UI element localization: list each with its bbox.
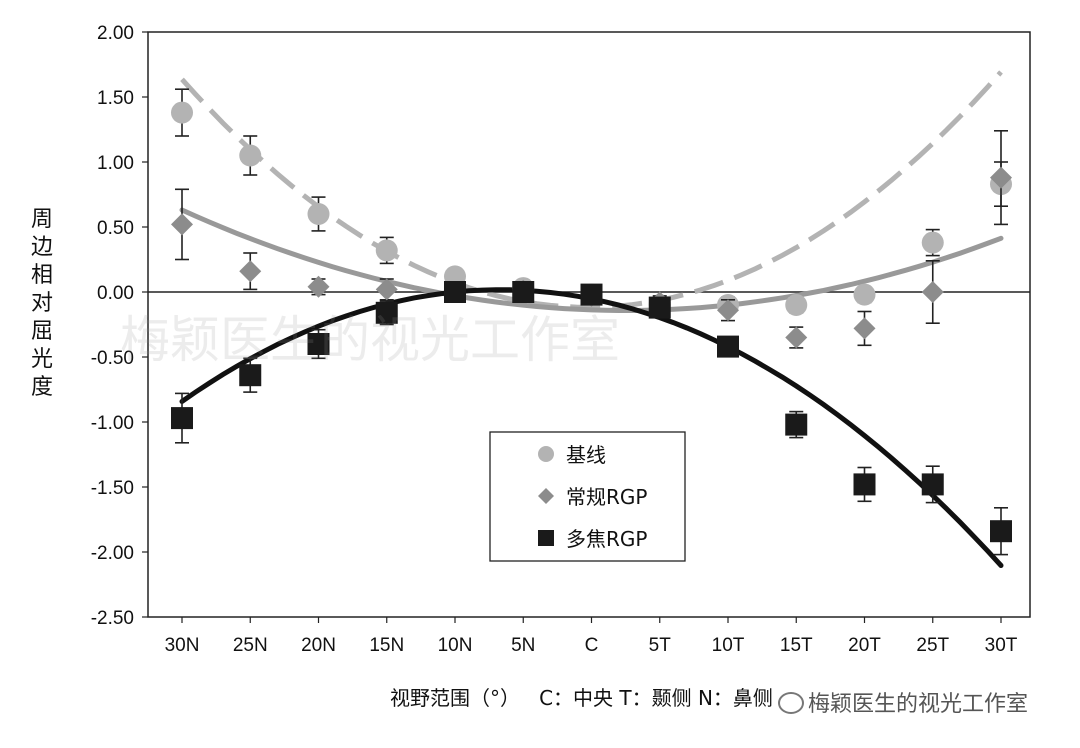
point-multifocal-rgp: [717, 335, 739, 358]
legend-marker: [538, 530, 554, 546]
x-tick-label: 15T: [780, 635, 813, 656]
point-regular-rgp: [785, 326, 808, 349]
legend-marker: [538, 488, 554, 504]
point-baseline: [921, 231, 944, 254]
x-tick-label: 10N: [438, 635, 473, 656]
watermark-corner: 梅颖医生的视光工作室: [778, 686, 1029, 718]
point-regular-rgp: [239, 260, 262, 283]
point-regular-rgp: [307, 275, 330, 298]
y-tick-label: -1.50: [91, 478, 134, 499]
point-multifocal-rgp: [785, 413, 808, 436]
x-tick-label: 5N: [511, 635, 535, 656]
point-baseline: [307, 203, 330, 225]
point-multifocal-rgp: [853, 473, 876, 496]
x-tick-label: 30N: [165, 635, 200, 656]
point-baseline: [785, 294, 808, 316]
point-multifocal-rgp: [375, 301, 398, 324]
point-multifocal-rgp: [990, 520, 1012, 543]
point-regular-rgp: [375, 278, 398, 301]
point-multifocal-rgp: [580, 283, 603, 306]
watermark-center: 梅颖医生的视光工作室: [120, 311, 620, 369]
x-tick-label: 25T: [916, 635, 949, 656]
point-multifocal-rgp: [444, 281, 466, 303]
legend-label: 常规RGP: [566, 485, 647, 509]
point-baseline: [853, 283, 876, 306]
y-axis-label: 周边相对屈光度: [30, 207, 53, 400]
point-regular-rgp: [853, 317, 876, 340]
watermark-corner-text: 梅颖医生的视光工作室: [808, 692, 1029, 717]
point-multifocal-rgp: [648, 296, 671, 319]
y-tick-label: -2.50: [91, 608, 134, 629]
y-tick-label: 2.00: [97, 23, 134, 44]
point-regular-rgp: [717, 299, 739, 322]
legend-marker: [538, 446, 554, 462]
fit-curve-regular-rgp: [179, 207, 1004, 313]
x-tick-label: 30T: [985, 635, 1018, 656]
y-tick-label: -0.50: [91, 348, 134, 369]
point-baseline: [239, 144, 262, 167]
x-tick-label: 20N: [301, 635, 336, 656]
legend-label: 多焦RGP: [566, 527, 647, 551]
x-tick-label: 20T: [848, 635, 881, 656]
legend-box: [489, 431, 686, 562]
wechat-icon: [778, 692, 804, 714]
point-multifocal-rgp: [239, 364, 262, 387]
legend-label: 基线: [566, 443, 606, 467]
x-tick-label: 25N: [233, 635, 268, 656]
x-tick-label: 10T: [712, 635, 745, 656]
point-baseline: [375, 239, 398, 262]
x-tick-label: 15N: [369, 635, 404, 656]
y-tick-label: 1.00: [97, 153, 134, 174]
point-baseline: [171, 101, 193, 124]
point-regular-rgp: [921, 281, 944, 303]
point-regular-rgp: [990, 166, 1012, 189]
y-tick-label: 0.50: [97, 218, 134, 239]
point-multifocal-rgp: [921, 473, 944, 496]
y-tick-label: 0.00: [97, 283, 134, 304]
x-axis-label: 视野范围（°） C：中央 T：颞侧 N：鼻侧: [390, 686, 773, 710]
point-multifocal-rgp: [512, 281, 535, 303]
fit-curve-baseline: [180, 70, 1003, 310]
y-tick-label: 1.50: [97, 88, 134, 109]
point-multifocal-rgp: [171, 407, 193, 430]
plot-frame: [147, 31, 1031, 618]
x-tick-label: C: [585, 635, 599, 656]
y-tick-label: -1.00: [91, 413, 134, 434]
y-tick-label: -2.00: [91, 543, 134, 564]
point-regular-rgp: [171, 213, 193, 236]
x-tick-label: 5T: [649, 635, 672, 656]
point-multifocal-rgp: [307, 333, 330, 355]
